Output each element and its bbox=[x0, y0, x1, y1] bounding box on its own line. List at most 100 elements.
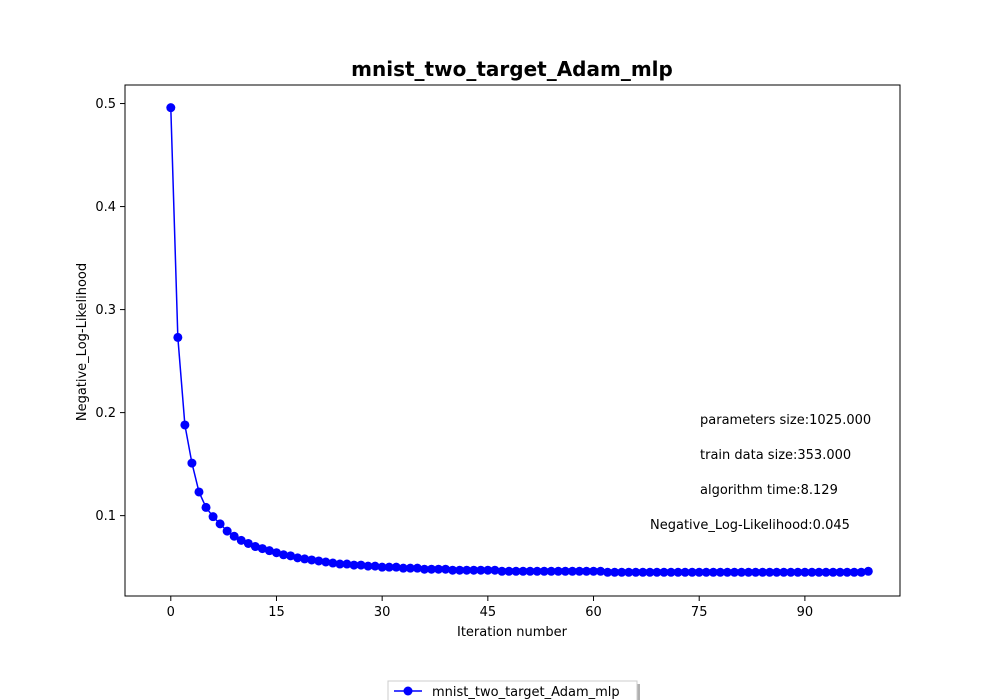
annotation-parameters-size: parameters size:1025.000 bbox=[700, 413, 871, 428]
data-point bbox=[243, 538, 253, 548]
data-point bbox=[532, 566, 542, 576]
data-point bbox=[701, 567, 711, 577]
data-point bbox=[807, 567, 817, 577]
data-point bbox=[279, 550, 289, 560]
data-point bbox=[342, 559, 352, 569]
data-point bbox=[842, 567, 852, 577]
data-point bbox=[419, 564, 429, 574]
y-tick-label: 0.3 bbox=[95, 303, 116, 318]
data-point bbox=[687, 567, 697, 577]
x-tick-label: 90 bbox=[797, 605, 814, 620]
data-point bbox=[384, 562, 394, 572]
data-point bbox=[469, 565, 479, 575]
y-tick-label: 0.1 bbox=[95, 509, 116, 524]
data-point bbox=[814, 567, 824, 577]
data-point bbox=[264, 546, 274, 556]
data-point bbox=[215, 519, 225, 529]
data-point bbox=[631, 567, 641, 577]
data-point bbox=[426, 564, 436, 574]
data-point bbox=[229, 531, 239, 541]
legend-marker-swatch bbox=[403, 686, 413, 696]
data-point bbox=[377, 562, 387, 572]
data-point bbox=[828, 567, 838, 577]
data-point bbox=[659, 567, 669, 577]
annotations: parameters size:1025.000 train data size… bbox=[650, 413, 871, 533]
data-point bbox=[666, 567, 676, 577]
data-point bbox=[645, 567, 655, 577]
data-point bbox=[610, 567, 620, 577]
x-tick-label: 30 bbox=[374, 605, 391, 620]
data-point bbox=[793, 567, 803, 577]
data-point bbox=[441, 564, 451, 574]
data-point bbox=[391, 562, 401, 572]
data-point bbox=[821, 567, 831, 577]
data-point bbox=[180, 420, 190, 430]
data-point bbox=[497, 566, 507, 576]
data-point bbox=[800, 567, 810, 577]
legend-box bbox=[387, 680, 638, 700]
data-point bbox=[574, 566, 584, 576]
chart-title: mnist_two_target_Adam_mlp bbox=[351, 57, 673, 81]
data-point bbox=[736, 567, 746, 577]
annotation-nll: Negative_Log-Likelihood:0.045 bbox=[650, 518, 850, 533]
data-point bbox=[462, 565, 472, 575]
data-point bbox=[708, 567, 718, 577]
data-point bbox=[673, 567, 683, 577]
data-point bbox=[567, 566, 577, 576]
data-point bbox=[546, 566, 556, 576]
legend: mnist_two_target_Adam_mlp bbox=[387, 680, 640, 700]
data-point bbox=[624, 567, 634, 577]
y-axis-label: Negative_Log-Likelihood bbox=[75, 263, 90, 421]
annotation-train-data-size: train data size:353.000 bbox=[700, 448, 851, 463]
data-point bbox=[856, 567, 866, 577]
data-point bbox=[405, 563, 415, 573]
legend-series-label: mnist_two_target_Adam_mlp bbox=[432, 685, 620, 700]
x-axis-ticks: 0 15 30 45 60 75 90 bbox=[167, 596, 814, 620]
data-point bbox=[328, 558, 338, 568]
data-point bbox=[694, 567, 704, 577]
x-axis-label: Iteration number bbox=[457, 625, 568, 640]
data-point bbox=[166, 103, 176, 113]
data-point bbox=[581, 566, 591, 576]
data-point bbox=[173, 332, 183, 342]
data-point bbox=[652, 567, 662, 577]
data-point bbox=[490, 565, 500, 575]
x-tick-label: 60 bbox=[585, 605, 602, 620]
data-point bbox=[370, 561, 380, 571]
data-point bbox=[314, 556, 324, 566]
data-point bbox=[257, 544, 267, 554]
data-point bbox=[617, 567, 627, 577]
y-tick-label: 0.5 bbox=[95, 97, 116, 112]
data-point bbox=[518, 566, 528, 576]
data-point bbox=[772, 567, 782, 577]
data-point bbox=[765, 567, 775, 577]
data-point bbox=[335, 559, 345, 569]
data-point bbox=[751, 567, 761, 577]
data-point bbox=[300, 554, 310, 564]
data-point bbox=[525, 566, 535, 576]
data-point bbox=[511, 566, 521, 576]
x-tick-label: 45 bbox=[480, 605, 497, 620]
data-point bbox=[448, 565, 458, 575]
series-layer bbox=[166, 103, 873, 577]
data-point bbox=[786, 567, 796, 577]
data-point bbox=[744, 567, 754, 577]
data-point bbox=[271, 548, 281, 558]
data-point bbox=[208, 512, 218, 522]
annotation-algorithm-time: algorithm time:8.129 bbox=[700, 483, 838, 498]
data-point bbox=[729, 567, 739, 577]
data-point bbox=[560, 566, 570, 576]
data-point bbox=[293, 553, 303, 563]
x-tick-label: 15 bbox=[268, 605, 285, 620]
data-point bbox=[638, 567, 648, 577]
y-tick-label: 0.2 bbox=[95, 406, 116, 421]
plot-frame bbox=[124, 84, 901, 597]
data-point bbox=[603, 567, 613, 577]
data-point bbox=[222, 526, 232, 536]
data-point bbox=[835, 567, 845, 577]
data-point bbox=[596, 566, 606, 576]
data-point bbox=[758, 567, 768, 577]
data-point bbox=[349, 560, 359, 570]
